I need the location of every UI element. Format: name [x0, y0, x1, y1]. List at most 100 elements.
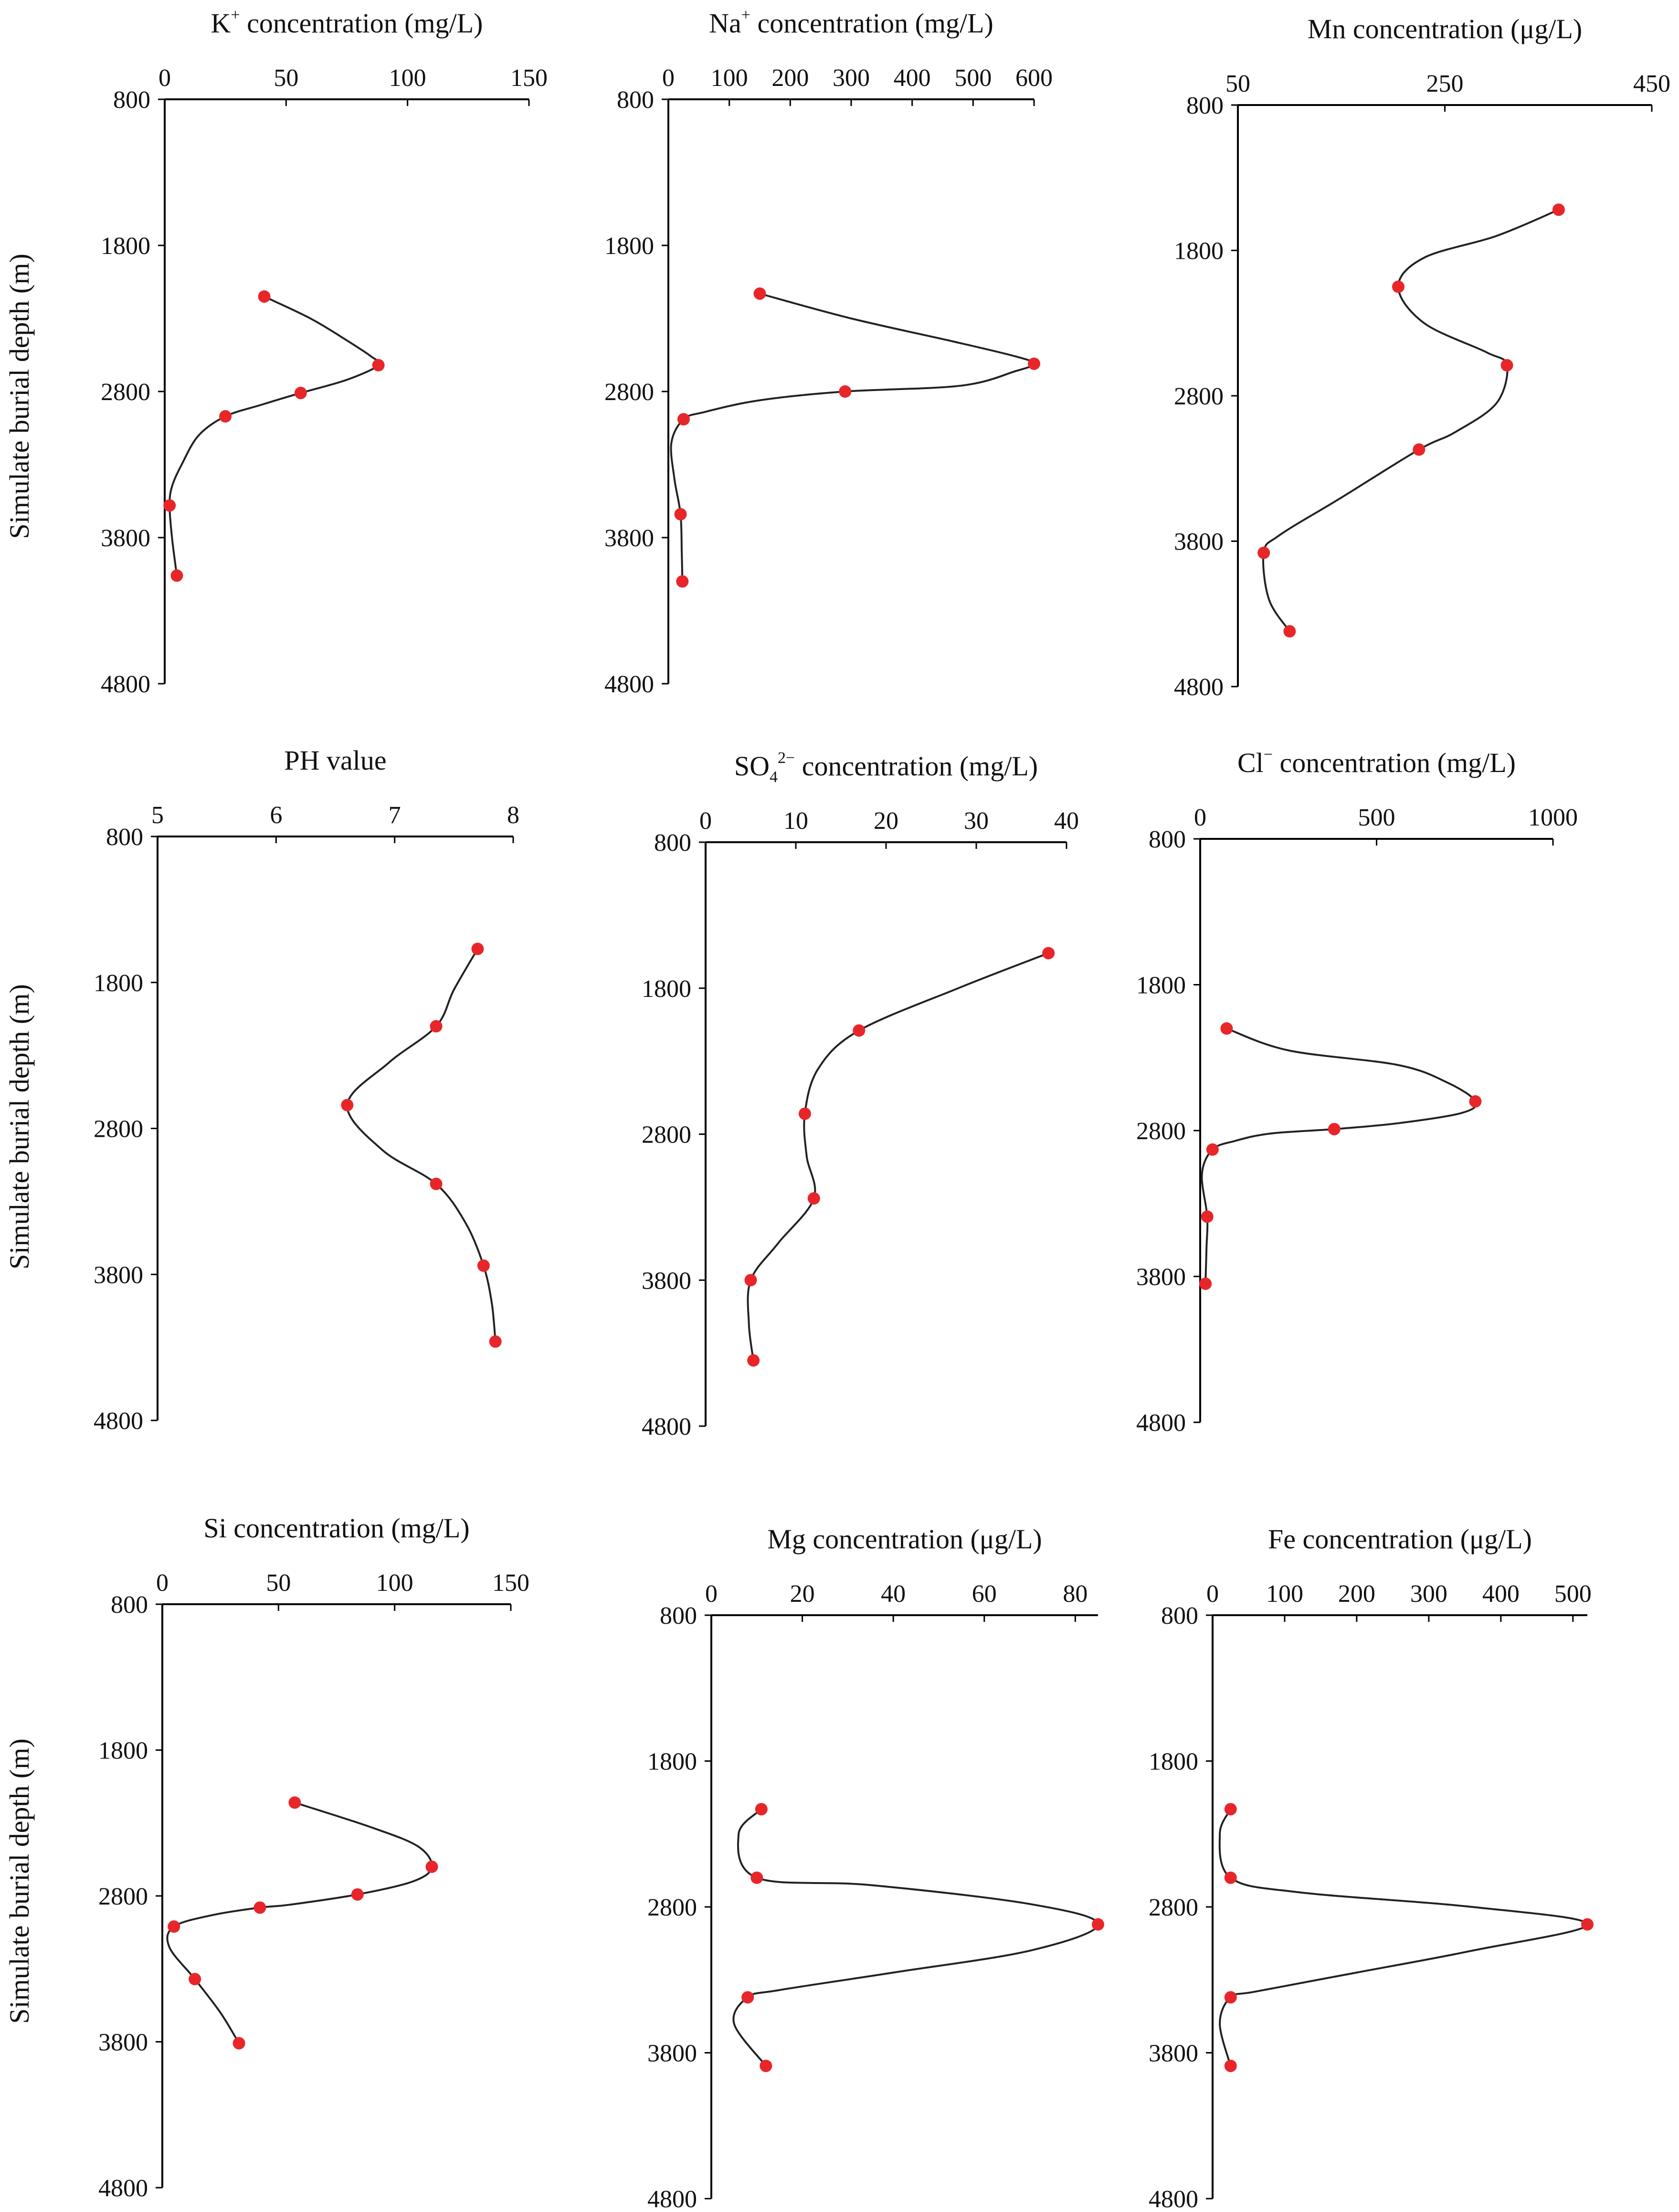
- x-tick-label-k-3: 150: [510, 64, 548, 92]
- y-tick-label-na-3: 3800: [604, 525, 654, 552]
- data-point-fe-1: [1224, 1871, 1237, 1884]
- y-tick-label-mn-1: 1800: [1174, 238, 1224, 265]
- x-tick-label-fe-0: 0: [1206, 1580, 1219, 1608]
- data-point-fe-2: [1581, 1918, 1594, 1931]
- series-line-cl: [1201, 1027, 1477, 1284]
- data-point-mg-4: [760, 2059, 772, 2072]
- panel-title-so4: SO42− concentration (mg/L): [734, 749, 1038, 786]
- data-point-ph-2: [341, 1099, 354, 1111]
- y-tick-label-mg-2: 2800: [647, 1894, 697, 1921]
- x-tick-label-na-4: 400: [894, 64, 931, 92]
- data-point-cl-1: [1469, 1095, 1482, 1108]
- x-tick-label-mn-1: 250: [1426, 70, 1464, 97]
- x-tick-label-ph-1: 6: [270, 802, 282, 829]
- data-point-si-4: [168, 1920, 180, 1933]
- y-tick-label-k-2: 2800: [101, 379, 150, 406]
- y-tick-label-si-4: 4800: [98, 2175, 148, 2202]
- data-point-k-0: [258, 290, 271, 303]
- x-tick-label-cl-1: 500: [1358, 804, 1395, 831]
- y-axis-label-row-2: Simulate burial depth (m): [4, 984, 35, 1270]
- series-line-na: [670, 293, 1035, 582]
- x-tick-label-k-2: 100: [389, 64, 426, 92]
- y-tick-label-cl-3: 3800: [1136, 1264, 1186, 1291]
- y-tick-label-cl-4: 4800: [1136, 1409, 1186, 1437]
- x-tick-label-si-1: 50: [266, 1569, 291, 1597]
- y-tick-label-si-2: 2800: [98, 1883, 148, 1910]
- y-tick-label-cl-0: 800: [1149, 826, 1186, 853]
- data-point-si-3: [253, 1901, 266, 1914]
- data-point-mg-3: [741, 1991, 754, 2004]
- data-point-mg-1: [750, 1871, 763, 1884]
- data-point-fe-3: [1224, 1991, 1237, 2004]
- x-tick-label-so4-2: 20: [874, 807, 898, 835]
- x-tick-label-fe-1: 100: [1266, 1580, 1303, 1608]
- panel-mn: 50 250 450 800 1800 2800 3800 4800 Mn concentrat…: [1174, 13, 1670, 701]
- x-tick-label-mg-1: 20: [790, 1580, 815, 1608]
- panel-title-na: Na+ concentration (mg/L): [709, 6, 993, 39]
- data-point-so4-5: [747, 1354, 760, 1367]
- y-tick-label-so4-2: 2800: [642, 1122, 691, 1149]
- panel-fe: 0 100 200 300 400 500 800 1800 2800 3800 4800 Fe co…: [1149, 1524, 1594, 2212]
- y-tick-label-mg-3: 3800: [647, 2040, 697, 2067]
- data-point-cl-0: [1220, 1022, 1233, 1035]
- x-tick-label-so4-0: 0: [699, 807, 712, 835]
- data-point-ph-5: [489, 1335, 502, 1348]
- x-tick-label-fe-2: 200: [1338, 1580, 1375, 1608]
- data-point-cl-5: [1199, 1277, 1212, 1290]
- y-tick-label-si-3: 3800: [98, 2029, 148, 2056]
- panel-title-mn: Mn concentration (μg/L): [1308, 13, 1582, 44]
- x-tick-label-na-0: 0: [662, 64, 675, 92]
- data-point-na-1: [1028, 357, 1040, 370]
- data-point-na-0: [753, 287, 766, 300]
- data-point-cl-3: [1206, 1143, 1219, 1156]
- series-line-mn: [1262, 209, 1559, 632]
- data-point-ph-4: [477, 1259, 490, 1272]
- data-point-si-1: [425, 1860, 438, 1873]
- x-tick-label-mn-2: 450: [1633, 70, 1670, 97]
- y-tick-label-mn-4: 4800: [1174, 674, 1224, 701]
- series-line-mg: [732, 1808, 1099, 2067]
- y-tick-label-k-4: 4800: [101, 671, 150, 698]
- x-tick-label-na-2: 200: [771, 64, 809, 92]
- x-tick-label-si-2: 100: [376, 1569, 413, 1597]
- y-tick-label-na-0: 800: [617, 86, 654, 114]
- x-tick-label-na-6: 600: [1015, 64, 1053, 92]
- x-tick-label-k-0: 0: [158, 64, 171, 92]
- y-tick-label-mn-2: 2800: [1174, 383, 1224, 410]
- x-tick-label-so4-3: 30: [964, 807, 989, 835]
- y-tick-label-si-1: 1800: [98, 1737, 148, 1765]
- y-tick-label-na-4: 4800: [604, 671, 654, 698]
- data-point-mn-0: [1552, 203, 1565, 216]
- y-axis-label-row-1: Simulate burial depth (m): [4, 254, 35, 539]
- x-tick-label-cl-2: 1000: [1528, 804, 1578, 831]
- data-point-k-3: [219, 410, 232, 423]
- data-point-k-5: [170, 569, 183, 582]
- data-point-cl-2: [1328, 1122, 1341, 1135]
- data-point-na-2: [839, 385, 852, 398]
- x-tick-label-so4-1: 10: [783, 807, 808, 835]
- x-tick-label-fe-5: 500: [1554, 1580, 1592, 1608]
- x-tick-label-k-1: 50: [274, 64, 298, 92]
- data-point-fe-4: [1224, 2059, 1237, 2072]
- x-tick-label-cl-0: 0: [1194, 804, 1206, 831]
- data-point-so4-4: [744, 1274, 757, 1287]
- panel-mg: 0 20 40 60 80 800 1800 2800 3800 4800 Mg concentra…: [647, 1524, 1104, 2212]
- y-tick-label-k-3: 3800: [101, 525, 150, 552]
- x-tick-label-mg-0: 0: [705, 1580, 718, 1608]
- data-point-mg-0: [755, 1803, 768, 1816]
- y-tick-label-mn-3: 3800: [1174, 529, 1224, 556]
- panel-cl: 0 500 1000 800 1800 2800 3800 4800 Cl− concentra…: [1136, 746, 1578, 1437]
- panel-title-cl: Cl− concentration (mg/L): [1237, 746, 1516, 778]
- series-line-fe: [1218, 1809, 1589, 2066]
- data-point-na-3: [677, 413, 690, 426]
- x-tick-label-mg-4: 80: [1063, 1580, 1088, 1608]
- y-tick-label-k-1: 1800: [101, 233, 150, 260]
- data-point-so4-2: [798, 1107, 811, 1120]
- y-tick-label-cl-1: 1800: [1136, 972, 1186, 999]
- x-tick-label-mn-0: 50: [1225, 70, 1250, 97]
- panel-title-si: Si concentration (mg/L): [203, 1513, 469, 1544]
- y-tick-label-so4-4: 4800: [642, 1413, 691, 1440]
- panel-title-mg: Mg concentration (μg/L): [767, 1524, 1042, 1555]
- panel-ph: 5 6 7 8 800 1800 2800 3800 4800 PH value: [94, 745, 519, 1435]
- x-tick-label-mg-3: 60: [972, 1580, 997, 1608]
